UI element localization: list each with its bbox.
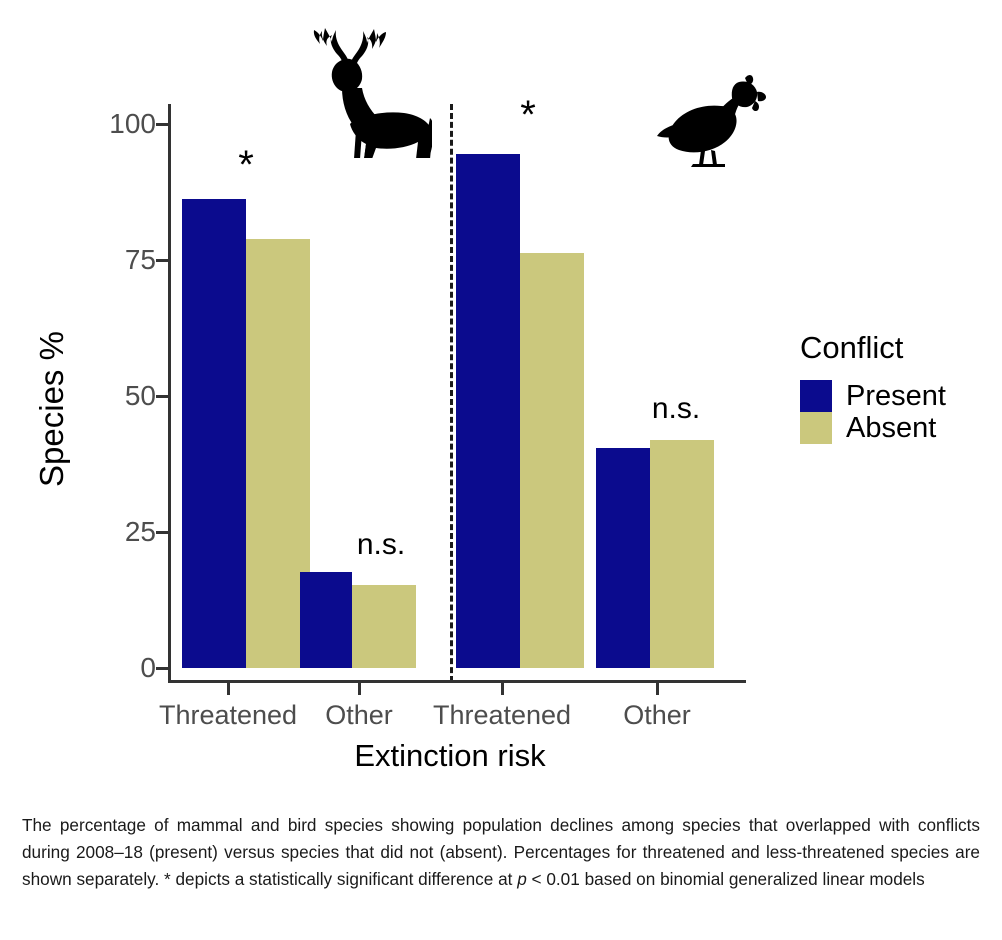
panel-divider <box>450 104 453 682</box>
x-tick-label-4: Other <box>623 700 691 730</box>
bar-bird-other-absent <box>650 440 714 668</box>
y-axis-title: Species % <box>33 331 70 487</box>
y-axis-line <box>168 104 171 682</box>
y-tick-mark-100 <box>156 123 169 126</box>
x-tick-mark-4 <box>656 683 659 695</box>
x-tick-mark-3 <box>501 683 504 695</box>
bar-bird-other-present <box>596 448 650 668</box>
x-axis-title: Extinction risk <box>354 738 546 773</box>
x-axis-line <box>168 680 746 683</box>
figure-caption: The percentage of mammal and bird specie… <box>22 812 980 894</box>
legend-label-present: Present <box>846 379 946 412</box>
x-tick-label-3: Threatened <box>432 700 572 730</box>
bar-bird-threatened-present <box>456 154 520 668</box>
x-tick-label-1: Threatened <box>158 700 298 730</box>
bar-bird-threatened-absent <box>520 253 584 668</box>
y-tick-label-0: 0 <box>140 652 156 683</box>
x-tick-label-2: Other <box>325 700 393 730</box>
y-tick-label-75: 75 <box>124 244 156 275</box>
significance-mammal-other: n.s. <box>356 528 406 561</box>
deer-silhouette-icon <box>282 18 434 159</box>
y-tick-label-50: 50 <box>124 380 156 411</box>
y-tick-label-25: 25 <box>124 516 156 547</box>
chart-figure: Species % 100 75 50 25 0 * n.s. * n.s. <box>33 18 990 773</box>
guineafowl-silhouette-icon <box>655 72 775 168</box>
x-tick-mark-2 <box>358 683 361 695</box>
significance-bird-other: n.s. <box>651 392 701 425</box>
y-tick-mark-50 <box>156 395 169 398</box>
legend-title: Conflict <box>800 330 904 365</box>
legend-item-absent[interactable]: Absent <box>800 412 990 444</box>
caption-part-1: The percentage of mammal and bird specie… <box>22 815 980 890</box>
significance-bird-threatened: * <box>520 93 536 137</box>
y-tick-label-100: 100 <box>109 108 156 139</box>
caption-part-2: < 0.01 based on binomial generalized lin… <box>526 869 925 890</box>
significance-mammal-threatened: * <box>238 143 254 187</box>
x-tick-mark-1 <box>227 683 230 695</box>
legend-swatch-present <box>800 380 832 412</box>
bar-mammal-other-present <box>300 572 352 668</box>
legend-label-absent: Absent <box>846 411 937 444</box>
y-tick-mark-25 <box>156 531 169 534</box>
bar-mammal-threatened-present <box>182 199 246 668</box>
legend-swatch-absent <box>800 412 832 444</box>
y-tick-mark-75 <box>156 259 169 262</box>
legend: Conflict Present Absent <box>800 330 990 444</box>
bar-mammal-threatened-absent <box>246 239 310 668</box>
bar-mammal-other-absent <box>352 585 416 668</box>
legend-item-present[interactable]: Present <box>800 380 990 412</box>
caption-p-symbol: p <box>517 869 527 890</box>
y-tick-mark-0 <box>156 667 169 670</box>
